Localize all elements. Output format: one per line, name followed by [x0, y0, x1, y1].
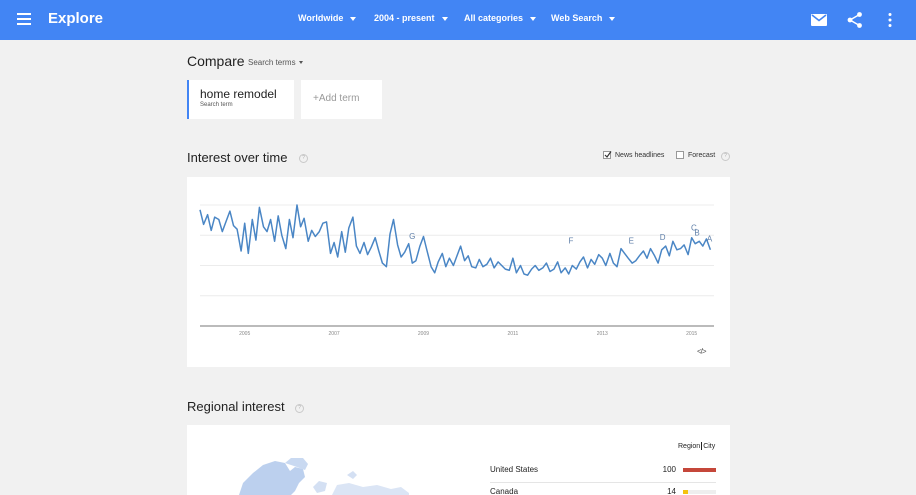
filter-search-type-label: Web Search: [551, 13, 603, 23]
news-annotation-marker[interactable]: E: [629, 237, 634, 246]
news-annotation-marker[interactable]: D: [660, 233, 666, 242]
filter-location-label: Worldwide: [298, 13, 344, 23]
region-toggle-option[interactable]: Region: [678, 442, 701, 450]
forecast-checkbox[interactable]: [676, 151, 684, 159]
chevron-down-icon: [350, 16, 357, 21]
series-line[interactable]: [199, 204, 712, 276]
x-tick-label: 2015: [686, 331, 697, 337]
filter-location[interactable]: Worldwide: [298, 13, 357, 23]
search-term-name: home remodel: [200, 87, 277, 101]
x-tick-label: 2011: [507, 331, 518, 337]
search-terms-dropdown-label: Search terms: [248, 58, 296, 67]
embed-code-icon[interactable]: </>: [697, 347, 707, 356]
x-tick-label: 2013: [597, 331, 608, 337]
forecast-label: Forecast: [688, 152, 716, 159]
x-tick-label: 2007: [329, 331, 340, 337]
news-annotation-marker[interactable]: A: [707, 234, 713, 243]
world-map[interactable]: [187, 425, 730, 495]
news-annotation-marker[interactable]: F: [569, 237, 574, 246]
filter-category-label: All categories: [464, 13, 524, 23]
divider: [490, 482, 716, 483]
search-term-card[interactable]: home remodel Search term: [187, 80, 294, 119]
region-bar-fill: [683, 468, 716, 472]
help-icon[interactable]: ?: [721, 152, 730, 161]
search-terms-dropdown[interactable]: Search terms: [248, 58, 303, 67]
share-icon[interactable]: [845, 10, 865, 30]
news-annotation-marker[interactable]: G: [409, 232, 415, 241]
regional-interest-title: Regional interest: [187, 399, 285, 414]
chevron-down-icon: [441, 16, 448, 21]
help-icon[interactable]: ?: [299, 154, 308, 163]
news-annotation-marker[interactable]: B: [694, 228, 699, 237]
filter-time-range[interactable]: 2004 - present: [374, 13, 448, 23]
city-toggle-option[interactable]: City: [703, 442, 716, 450]
news-annotation-marker[interactable]: C: [691, 223, 697, 232]
mail-icon[interactable]: [809, 10, 829, 30]
compare-title: Compare: [187, 53, 245, 69]
region-bar-fill: [683, 490, 688, 494]
region-name: United States: [490, 465, 539, 474]
more-vert-icon[interactable]: [880, 10, 900, 30]
search-term-type: Search term: [200, 102, 233, 108]
help-icon[interactable]: ?: [295, 404, 304, 413]
interest-over-time-chart: G F E D CBA 2005 2007 2009 2011 2013 2015: [199, 204, 714, 337]
chevron-down-icon: [298, 61, 303, 65]
x-tick-label: 2009: [418, 331, 429, 337]
region-bar: [683, 490, 716, 494]
app-title: Explore: [48, 10, 104, 27]
add-term-button[interactable]: +Add term: [301, 80, 382, 119]
menu-icon[interactable]: [17, 13, 31, 25]
regional-interest-card: [187, 425, 730, 495]
filter-search-type[interactable]: Web Search: [551, 13, 616, 23]
region-bar: [683, 468, 716, 472]
top-bar: Explore Worldwide 2004 - present All cat…: [0, 0, 916, 40]
chevron-down-icon: [530, 16, 537, 21]
filter-time-label: 2004 - present: [374, 13, 435, 23]
region-value: 100: [662, 465, 676, 474]
check-icon: [604, 151, 612, 158]
filter-category[interactable]: All categories: [464, 13, 537, 23]
news-headlines-label: News headlines: [615, 152, 665, 159]
interest-over-time-title: Interest over time: [187, 150, 288, 165]
x-tick-label: 2005: [239, 331, 250, 337]
region-name: Canada: [490, 487, 519, 495]
region-value: 14: [667, 487, 676, 495]
chevron-down-icon: [609, 16, 616, 21]
region-city-toggle[interactable]: Region City: [678, 442, 715, 450]
news-headlines-checkbox[interactable]: [603, 151, 612, 159]
